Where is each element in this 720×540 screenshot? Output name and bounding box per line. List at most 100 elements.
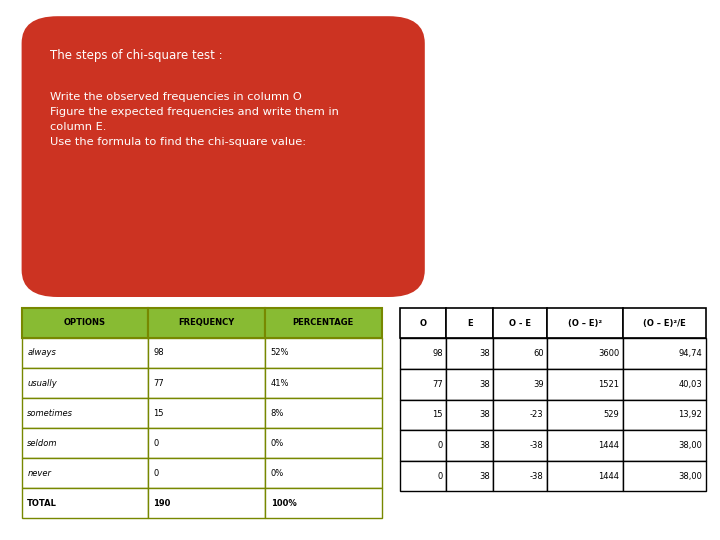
Bar	[148, 488, 265, 518]
Bar	[400, 461, 446, 491]
Bar	[148, 308, 265, 338]
Text: 52%: 52%	[271, 348, 289, 357]
Text: 8%: 8%	[271, 409, 284, 417]
Text: 40,03: 40,03	[678, 380, 702, 389]
Bar	[22, 398, 148, 428]
Text: 38,00: 38,00	[678, 471, 702, 481]
Bar	[493, 430, 547, 461]
Bar	[148, 338, 265, 368]
Bar	[22, 458, 148, 488]
Text: 38: 38	[479, 441, 490, 450]
Text: -38: -38	[530, 471, 544, 481]
Bar	[148, 428, 265, 458]
Text: -23: -23	[530, 410, 544, 420]
Bar	[400, 400, 446, 430]
Bar	[446, 339, 493, 369]
Bar	[22, 308, 148, 338]
Text: 77: 77	[153, 379, 164, 388]
Text: sometimes: sometimes	[27, 409, 73, 417]
Bar	[446, 400, 493, 430]
Text: 98: 98	[153, 348, 164, 357]
Text: 1444: 1444	[598, 441, 619, 450]
Bar	[400, 369, 446, 400]
Bar	[265, 428, 382, 458]
Bar	[148, 458, 265, 488]
Text: 529: 529	[603, 410, 619, 420]
Bar	[547, 369, 623, 400]
FancyBboxPatch shape	[22, 16, 425, 297]
Text: 0: 0	[153, 469, 158, 478]
Text: 15: 15	[153, 409, 164, 417]
Text: 0: 0	[153, 438, 158, 448]
Bar	[400, 339, 446, 369]
Bar	[623, 430, 706, 461]
Text: usually: usually	[27, 379, 57, 388]
Text: O - E: O - E	[509, 319, 531, 328]
Bar	[22, 368, 148, 398]
Bar	[265, 308, 382, 338]
Text: 1444: 1444	[598, 471, 619, 481]
Text: Write the observed frequencies in column O
Figure the expected frequencies and w: Write the observed frequencies in column…	[50, 92, 339, 147]
Bar	[22, 488, 148, 518]
Text: FREQUENCY: FREQUENCY	[178, 319, 235, 327]
Text: 0%: 0%	[271, 469, 284, 478]
Bar	[446, 308, 493, 339]
Text: (O – E)²: (O – E)²	[568, 319, 602, 328]
Text: O: O	[420, 319, 426, 328]
Text: E: E	[467, 319, 472, 328]
Text: 60: 60	[533, 349, 544, 358]
Bar	[547, 308, 623, 339]
Text: 38,00: 38,00	[678, 441, 702, 450]
Bar	[547, 430, 623, 461]
Text: 190: 190	[153, 499, 171, 508]
Bar	[446, 369, 493, 400]
Text: 1521: 1521	[598, 380, 619, 389]
Text: 41%: 41%	[271, 379, 289, 388]
Bar	[400, 430, 446, 461]
Bar	[623, 339, 706, 369]
Bar	[547, 461, 623, 491]
Text: 38: 38	[479, 380, 490, 389]
Text: The steps of chi-square test :: The steps of chi-square test :	[50, 49, 223, 62]
Bar	[493, 339, 547, 369]
Text: 98: 98	[432, 349, 443, 358]
Bar	[265, 458, 382, 488]
Text: 77: 77	[432, 380, 443, 389]
Text: 100%: 100%	[271, 499, 297, 508]
Text: 15: 15	[432, 410, 443, 420]
Text: 38: 38	[479, 349, 490, 358]
Text: 38: 38	[479, 471, 490, 481]
Text: 3600: 3600	[598, 349, 619, 358]
Text: (O – E)²/E: (O – E)²/E	[643, 319, 685, 328]
Bar	[265, 368, 382, 398]
Bar	[446, 430, 493, 461]
Bar	[265, 398, 382, 428]
Text: 0: 0	[438, 471, 443, 481]
Bar	[400, 308, 446, 339]
Text: 94,74: 94,74	[678, 349, 702, 358]
Bar	[265, 488, 382, 518]
Bar	[623, 308, 706, 339]
Text: 38: 38	[479, 410, 490, 420]
Bar	[623, 400, 706, 430]
Bar	[547, 339, 623, 369]
Bar	[623, 461, 706, 491]
Text: TOTAL: TOTAL	[27, 499, 57, 508]
Text: always: always	[27, 348, 56, 357]
Text: 0%: 0%	[271, 438, 284, 448]
Bar	[22, 338, 148, 368]
Bar	[493, 461, 547, 491]
Bar	[148, 398, 265, 428]
Bar	[148, 368, 265, 398]
Bar	[493, 400, 547, 430]
Text: never: never	[27, 469, 51, 478]
Bar	[22, 428, 148, 458]
Bar	[446, 461, 493, 491]
Bar	[265, 338, 382, 368]
Text: seldom: seldom	[27, 438, 58, 448]
Text: -38: -38	[530, 441, 544, 450]
Text: 0: 0	[438, 441, 443, 450]
Bar	[493, 369, 547, 400]
Text: 39: 39	[533, 380, 544, 389]
Bar	[493, 308, 547, 339]
